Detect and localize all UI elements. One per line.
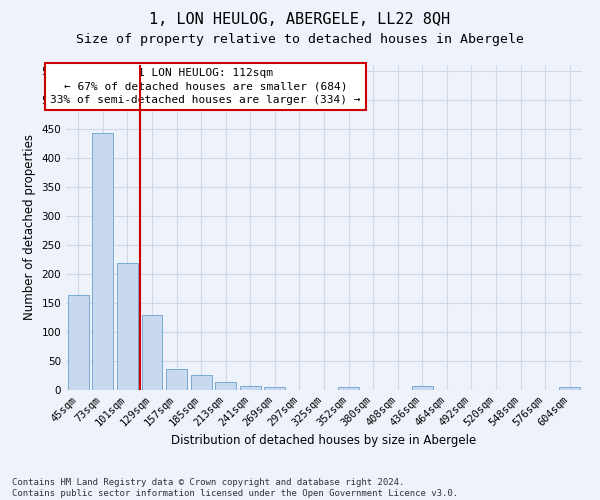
Y-axis label: Number of detached properties: Number of detached properties: [23, 134, 36, 320]
Bar: [265, 387, 286, 390]
Bar: [559, 387, 580, 390]
Bar: [215, 382, 236, 390]
Bar: [191, 376, 212, 390]
Bar: [117, 264, 138, 390]
Bar: [68, 296, 89, 390]
Bar: [412, 386, 433, 390]
Text: Size of property relative to detached houses in Abergele: Size of property relative to detached ho…: [76, 32, 524, 46]
Bar: [142, 314, 163, 390]
Bar: [92, 133, 113, 390]
X-axis label: Distribution of detached houses by size in Abergele: Distribution of detached houses by size …: [172, 434, 476, 447]
Bar: [338, 387, 359, 390]
Text: 1 LON HEULOG: 112sqm
← 67% of detached houses are smaller (684)
33% of semi-deta: 1 LON HEULOG: 112sqm ← 67% of detached h…: [50, 68, 361, 104]
Bar: [240, 386, 261, 390]
Text: Contains HM Land Registry data © Crown copyright and database right 2024.
Contai: Contains HM Land Registry data © Crown c…: [12, 478, 458, 498]
Bar: [166, 368, 187, 390]
Text: 1, LON HEULOG, ABERGELE, LL22 8QH: 1, LON HEULOG, ABERGELE, LL22 8QH: [149, 12, 451, 28]
